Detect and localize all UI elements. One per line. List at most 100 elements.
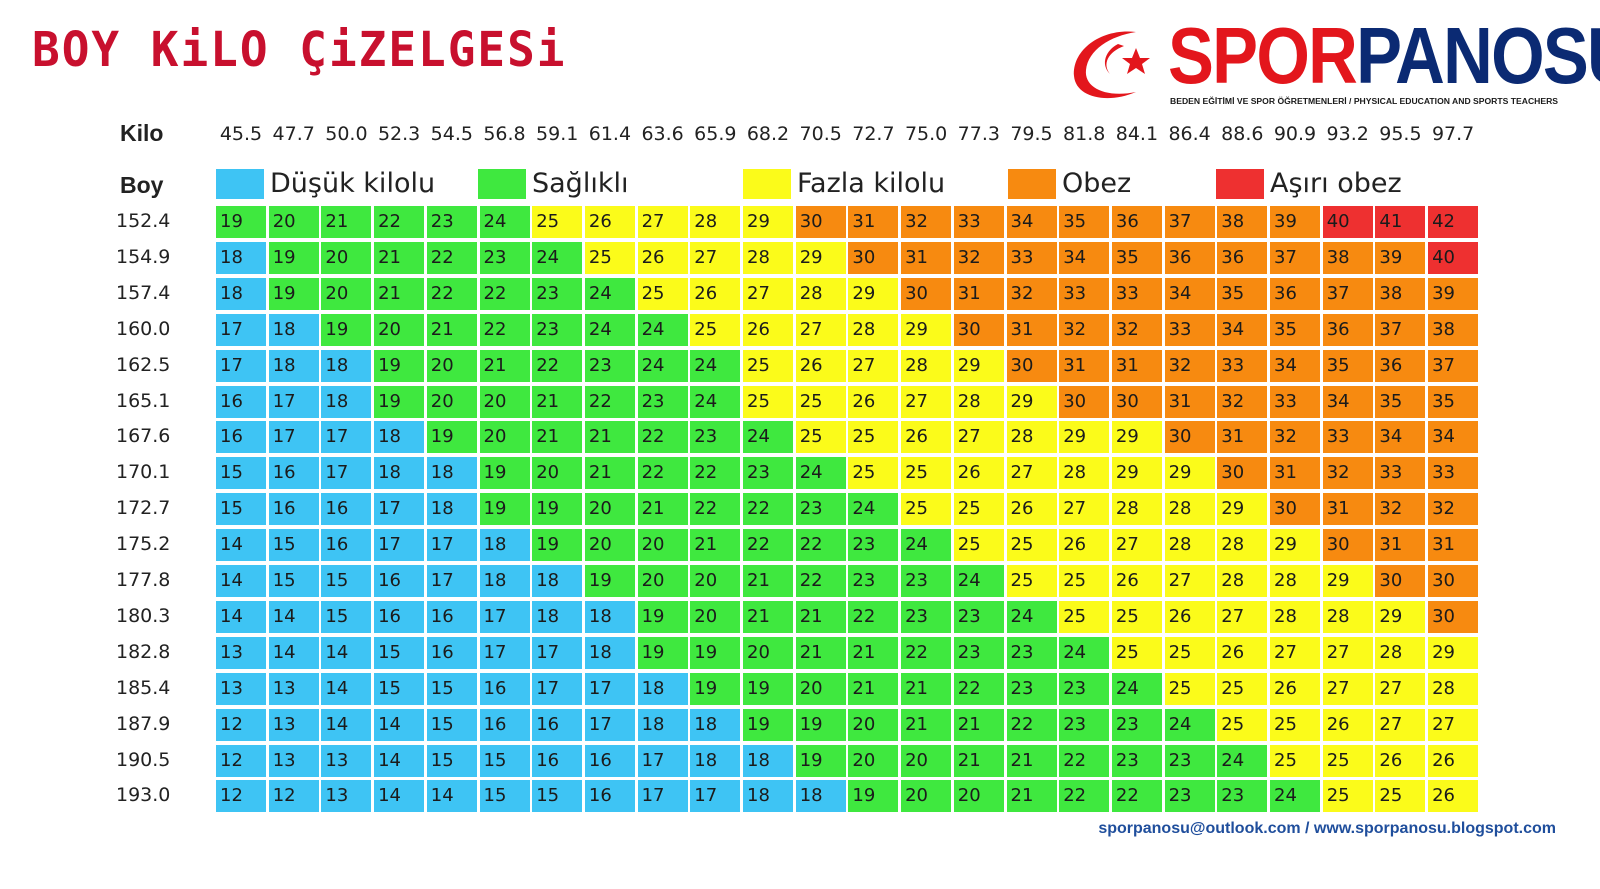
bmi-cell: 17 (690, 780, 741, 813)
bmi-cell: 27 (795, 313, 846, 346)
bmi-cell: 35 (1322, 349, 1373, 382)
bmi-cell: 35 (1111, 241, 1162, 274)
bmi-cell: 17 (637, 780, 688, 813)
bmi-cell: 27 (1428, 708, 1479, 741)
bmi-cell: 12 (216, 780, 266, 813)
bmi-cell: 32 (1164, 349, 1215, 382)
bmi-cell: 24 (690, 349, 741, 382)
bmi-cell: 30 (1164, 421, 1215, 454)
bmi-cell: 23 (1006, 672, 1057, 705)
weight-tick-label: 86.4 (1168, 123, 1211, 145)
bmi-cell: 21 (690, 529, 741, 562)
bmi-cell: 14 (268, 636, 319, 669)
bmi-cell: 33 (1270, 385, 1320, 418)
bmi-cell: 28 (953, 385, 1004, 418)
bmi-cell: 23 (690, 421, 741, 454)
bmi-cell: 28 (1164, 493, 1215, 526)
bmi-cell: 32 (1270, 421, 1320, 454)
bmi-cell: 20 (584, 493, 635, 526)
bmi-cell: 31 (1375, 529, 1426, 562)
bmi-cell: 33 (1217, 349, 1268, 382)
bmi-cell: 17 (426, 529, 477, 562)
bmi-cell: 14 (374, 708, 425, 741)
bmi-cell: 19 (374, 349, 425, 382)
bmi-cell: 13 (216, 672, 266, 705)
bmi-cell: 15 (426, 708, 477, 741)
bmi-cell: 25 (1270, 708, 1320, 741)
bmi-cell: 25 (1217, 708, 1268, 741)
bmi-cell: 23 (1164, 744, 1215, 777)
bmi-cell: 21 (795, 636, 846, 669)
bmi-cell: 20 (901, 780, 952, 813)
bmi-cell: 19 (795, 708, 846, 741)
bmi-cell: 26 (690, 277, 741, 310)
bmi-cell: 28 (1270, 600, 1320, 633)
logo-part-panosu: PANOSU (1356, 11, 1600, 100)
bmi-cell: 14 (426, 780, 477, 813)
height-tick-label: 180.3 (116, 604, 171, 627)
bmi-cell: 18 (216, 277, 266, 310)
bmi-cell: 25 (795, 385, 846, 418)
weight-tick-label: 77.3 (957, 123, 1000, 145)
bmi-cell: 23 (1059, 672, 1110, 705)
weight-tick-label: 95.5 (1379, 123, 1422, 145)
bmi-cell: 31 (1059, 349, 1110, 382)
bmi-cell: 13 (268, 708, 319, 741)
bmi-cell: 24 (584, 277, 635, 310)
bmi-cell: 31 (1270, 457, 1320, 490)
bmi-cell: 18 (268, 349, 319, 382)
bmi-cell: 29 (1375, 600, 1426, 633)
bmi-cell: 24 (743, 421, 793, 454)
bmi-cell: 34 (1217, 313, 1268, 346)
bmi-cell: 35 (1428, 385, 1479, 418)
bmi-cell: 38 (1322, 241, 1373, 274)
bmi-cell: 32 (1428, 493, 1479, 526)
bmi-cell: 21 (901, 708, 952, 741)
bmi-cell: 23 (532, 277, 583, 310)
bmi-cell: 31 (1111, 349, 1162, 382)
bmi-cell: 29 (1111, 457, 1162, 490)
bmi-cell: 27 (1375, 672, 1426, 705)
bmi-cell: 18 (532, 600, 583, 633)
bmi-cell: 13 (268, 744, 319, 777)
bmi-cell: 21 (953, 744, 1004, 777)
bmi-cell: 27 (953, 421, 1004, 454)
bmi-cell: 16 (479, 672, 530, 705)
bmi-cell: 36 (1322, 313, 1373, 346)
bmi-cell: 41 (1375, 206, 1426, 238)
bmi-cell: 17 (637, 744, 688, 777)
legend-label: Obez (1062, 168, 1132, 199)
bmi-cell: 22 (901, 636, 952, 669)
bmi-cell: 24 (848, 493, 899, 526)
bmi-cell: 30 (901, 277, 952, 310)
bmi-cell: 20 (268, 206, 319, 238)
bmi-cell: 13 (321, 744, 372, 777)
bmi-cell: 40 (1322, 206, 1373, 238)
logo-part-spor: SPOR (1168, 11, 1358, 100)
bmi-cell: 30 (1428, 565, 1479, 597)
legend-swatch (743, 169, 791, 199)
bmi-cell: 18 (426, 493, 477, 526)
bmi-cell: 20 (374, 313, 425, 346)
bmi-cell: 37 (1428, 349, 1479, 382)
bmi-cell: 37 (1164, 206, 1215, 238)
weight-tick-label: 68.2 (746, 123, 790, 145)
bmi-cell: 19 (426, 421, 477, 454)
weight-tick-label: 97.7 (1431, 123, 1475, 145)
bmi-cell: 26 (1375, 744, 1426, 777)
bmi-cell: 21 (901, 672, 952, 705)
bmi-cell: 23 (426, 206, 477, 238)
bmi-cell: 22 (374, 206, 425, 238)
bmi-cell: 33 (1428, 457, 1479, 490)
bmi-cell: 25 (848, 457, 899, 490)
bmi-cell: 29 (953, 349, 1004, 382)
bmi-cell: 24 (795, 457, 846, 490)
bmi-cell: 21 (584, 457, 635, 490)
bmi-cell: 16 (268, 493, 319, 526)
bmi-cell: 30 (1428, 600, 1479, 633)
bmi-cell: 24 (532, 241, 583, 274)
bmi-cell: 25 (743, 385, 793, 418)
bmi-cell: 23 (848, 529, 899, 562)
height-tick-label: 154.9 (116, 245, 171, 268)
bmi-cell: 19 (216, 206, 266, 238)
